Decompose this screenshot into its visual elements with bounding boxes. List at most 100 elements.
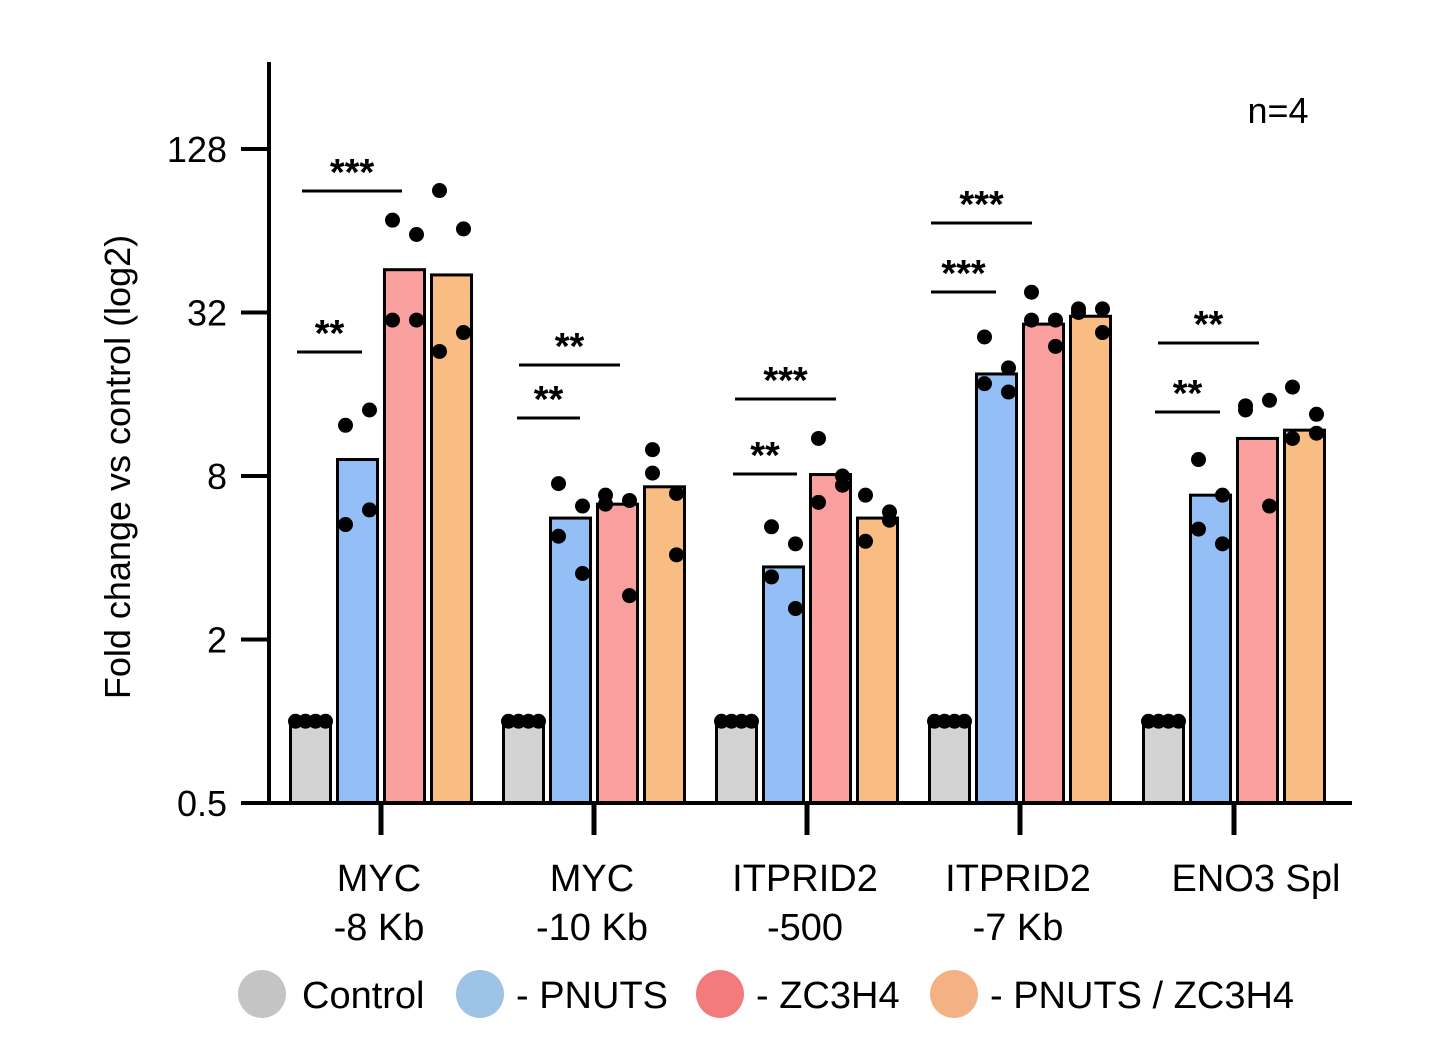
bar (809, 473, 852, 805)
legend-label: Control (302, 975, 425, 1017)
legend-label: - PNUTS / ZC3H4 (990, 975, 1294, 1017)
data-point (764, 569, 779, 585)
data-point (598, 496, 613, 512)
y-tick-label: 32 (187, 293, 227, 334)
legend-swatch (696, 970, 744, 1018)
category-label-line2: -10 Kb (536, 907, 648, 949)
data-point (456, 221, 471, 237)
bar (1283, 428, 1326, 805)
legend-swatch (456, 970, 504, 1018)
data-point (977, 376, 992, 392)
category-label: ITPRID2 (732, 858, 878, 900)
y-tick-label: 0.5 (177, 783, 227, 824)
data-point (764, 519, 779, 535)
data-point (622, 588, 637, 604)
category-label-line2: -7 Kb (973, 907, 1064, 949)
legend-swatch (930, 970, 978, 1018)
significance-label: *** (941, 253, 986, 295)
data-point (1048, 338, 1063, 354)
bar (975, 372, 1018, 805)
significance-label: *** (763, 360, 808, 402)
category-label-line2: -500 (767, 907, 843, 949)
data-point (744, 713, 759, 729)
data-point (788, 601, 803, 617)
data-point (1238, 402, 1253, 418)
bar (430, 273, 473, 805)
bar (289, 719, 332, 805)
data-point (531, 713, 546, 729)
data-point (957, 713, 972, 729)
data-point (551, 528, 566, 544)
significance-label: ** (1173, 373, 1203, 415)
significance-label: ** (750, 435, 780, 477)
data-point (338, 417, 353, 433)
data-point (1191, 521, 1206, 537)
data-point (858, 533, 873, 549)
data-point (318, 713, 333, 729)
data-point (1071, 305, 1086, 320)
significance-label: ** (555, 326, 585, 368)
data-point (882, 504, 897, 520)
data-point (1285, 430, 1300, 446)
data-point (432, 343, 447, 359)
bar (1022, 322, 1065, 805)
category-label: ITPRID2 (945, 858, 1091, 900)
bar (1236, 436, 1279, 805)
category-label: MYC (550, 858, 634, 900)
data-point (1171, 713, 1186, 729)
category-label-line2: -8 Kb (334, 907, 425, 949)
data-point (1309, 406, 1324, 422)
data-point (835, 468, 850, 484)
data-point (1001, 360, 1016, 376)
data-point (1215, 487, 1230, 503)
data-point (1024, 284, 1039, 300)
y-tick-label: 128 (167, 129, 227, 170)
legend-label: - PNUTS (516, 975, 668, 1017)
data-point (385, 312, 400, 328)
data-point (977, 329, 992, 345)
bar (856, 516, 899, 805)
data-point (338, 517, 353, 533)
bar (549, 516, 592, 805)
y-tick-label: 2 (207, 620, 227, 661)
data-point (1309, 425, 1324, 441)
bar (596, 502, 639, 805)
data-point (645, 465, 660, 481)
data-point (1262, 392, 1277, 408)
data-point (551, 476, 566, 492)
data-point (811, 430, 826, 446)
legend-label: - ZC3H4 (756, 975, 900, 1017)
data-point (385, 212, 400, 228)
category-label: ENO3 Spl (1172, 858, 1341, 900)
bar (383, 268, 426, 805)
data-point (1095, 301, 1110, 317)
significance-label: ** (534, 379, 564, 421)
data-point (456, 325, 471, 341)
data-point (811, 494, 826, 510)
data-point (409, 226, 424, 242)
data-point (622, 492, 637, 508)
data-point (1215, 536, 1230, 552)
data-point (362, 402, 377, 418)
significance-label: ** (315, 313, 345, 355)
category-label: MYC (337, 858, 421, 900)
significance-label: ** (1194, 304, 1224, 346)
bar (928, 719, 971, 805)
data-point (788, 536, 803, 552)
data-point (432, 183, 447, 199)
data-point (669, 485, 684, 501)
data-point (1048, 312, 1063, 328)
data-point (858, 487, 873, 503)
bar (1069, 314, 1112, 805)
bar (502, 719, 545, 805)
data-point (1285, 379, 1300, 395)
bar (1142, 719, 1185, 805)
bar (715, 719, 758, 805)
data-point (1095, 325, 1110, 341)
data-point (362, 502, 377, 518)
data-point (1024, 312, 1039, 328)
bar (643, 485, 686, 805)
y-tick-label: 8 (207, 456, 227, 497)
significance-label: *** (330, 152, 375, 194)
